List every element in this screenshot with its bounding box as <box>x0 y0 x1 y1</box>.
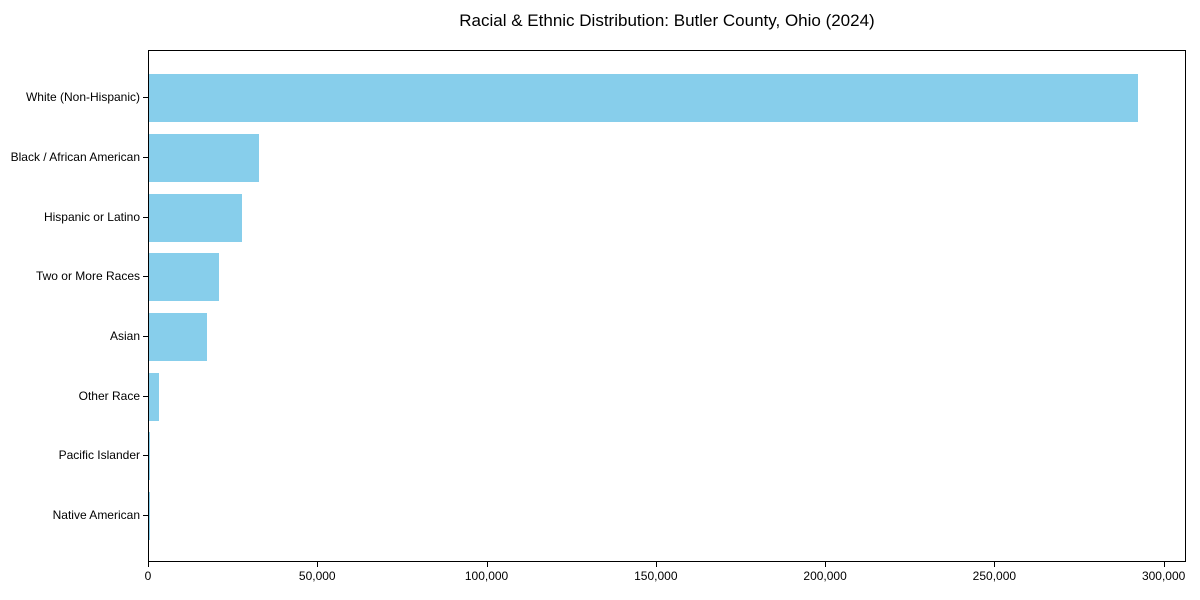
x-tick-label: 0 <box>144 569 152 583</box>
y-axis-tick <box>143 455 148 457</box>
y-axis-tick <box>143 514 148 516</box>
x-axis-tick <box>148 562 149 567</box>
x-axis-tick <box>317 562 319 567</box>
y-axis-tick <box>143 216 148 218</box>
x-axis-tick <box>1163 562 1165 567</box>
y-tick-label-black-african-american: Black / African American <box>10 149 140 164</box>
bar-two-or-more-races <box>149 253 219 302</box>
y-tick-label-hispanic-or-latino: Hispanic or Latino <box>43 209 140 224</box>
x-tick-label: 150,000 <box>634 569 678 583</box>
x-axis-tick <box>994 562 996 567</box>
y-axis-tick <box>143 276 148 278</box>
y-axis-tick <box>143 335 148 337</box>
bar-pacific-islander <box>149 432 151 481</box>
y-tick-label-pacific-islander: Pacific Islander <box>58 448 140 463</box>
plot-area <box>148 50 1186 562</box>
x-tick-label: 250,000 <box>972 569 1017 583</box>
bar-native-american <box>149 491 150 540</box>
x-axis-tick <box>825 562 827 567</box>
x-tick-label: 300,000 <box>1141 569 1186 583</box>
y-tick-label-white-non-hispanic: White (Non-Hispanic) <box>25 90 140 105</box>
x-tick-label: 100,000 <box>464 569 509 583</box>
y-axis-tick <box>143 395 148 397</box>
bar-asian <box>149 312 207 361</box>
y-tick-label-two-or-more-races: Two or More Races <box>35 269 140 284</box>
y-tick-label-native-american: Native American <box>52 507 140 522</box>
y-axis-tick <box>143 156 148 158</box>
x-tick-label: 50,000 <box>298 569 336 583</box>
x-axis-tick <box>486 562 488 567</box>
y-tick-label-other-race: Other Race <box>78 388 140 403</box>
y-axis-tick <box>143 97 148 99</box>
bar-hispanic-or-latino <box>149 193 243 242</box>
bar-white-non-hispanic <box>149 74 1138 123</box>
bar-black-african-american <box>149 133 260 182</box>
bar-other-race <box>149 372 159 421</box>
chart-title: Racial & Ethnic Distribution: Butler Cou… <box>459 11 875 30</box>
x-axis-tick <box>655 562 657 567</box>
x-tick-label: 200,000 <box>803 569 847 583</box>
y-tick-label-asian: Asian <box>109 328 140 343</box>
